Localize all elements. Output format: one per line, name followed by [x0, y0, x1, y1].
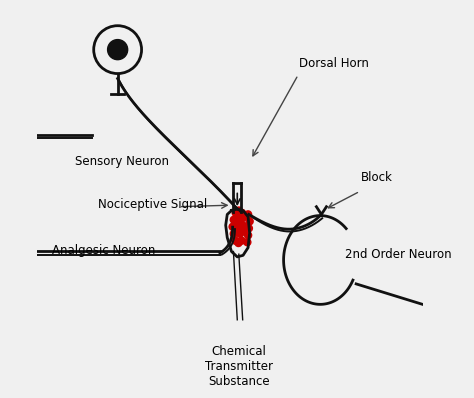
Circle shape [231, 209, 240, 217]
Text: Sensory Neuron: Sensory Neuron [75, 155, 169, 168]
Circle shape [246, 217, 254, 226]
Circle shape [229, 216, 238, 224]
Circle shape [244, 210, 252, 219]
Text: Block: Block [361, 171, 392, 184]
Circle shape [235, 222, 243, 231]
Text: Analgesic Neuron: Analgesic Neuron [52, 244, 155, 257]
Circle shape [234, 239, 243, 247]
Circle shape [231, 236, 239, 245]
Circle shape [233, 227, 241, 236]
Text: 2nd Order Neuron: 2nd Order Neuron [346, 248, 452, 261]
Text: Chemical
Transmitter
Substance: Chemical Transmitter Substance [205, 345, 273, 388]
Circle shape [239, 227, 247, 236]
Text: Dorsal Horn: Dorsal Horn [299, 57, 369, 70]
Circle shape [228, 222, 237, 231]
Circle shape [235, 206, 243, 215]
Circle shape [241, 222, 249, 231]
Circle shape [233, 213, 241, 222]
Text: Nociceptive Signal: Nociceptive Signal [98, 198, 208, 211]
Circle shape [236, 216, 244, 224]
Circle shape [237, 209, 246, 217]
Circle shape [237, 236, 246, 245]
Circle shape [244, 231, 252, 240]
Circle shape [231, 220, 240, 229]
Circle shape [237, 220, 246, 229]
Circle shape [245, 224, 253, 232]
Circle shape [236, 230, 244, 238]
Circle shape [239, 213, 247, 222]
Circle shape [229, 230, 238, 238]
Circle shape [108, 39, 128, 60]
Circle shape [243, 238, 252, 246]
